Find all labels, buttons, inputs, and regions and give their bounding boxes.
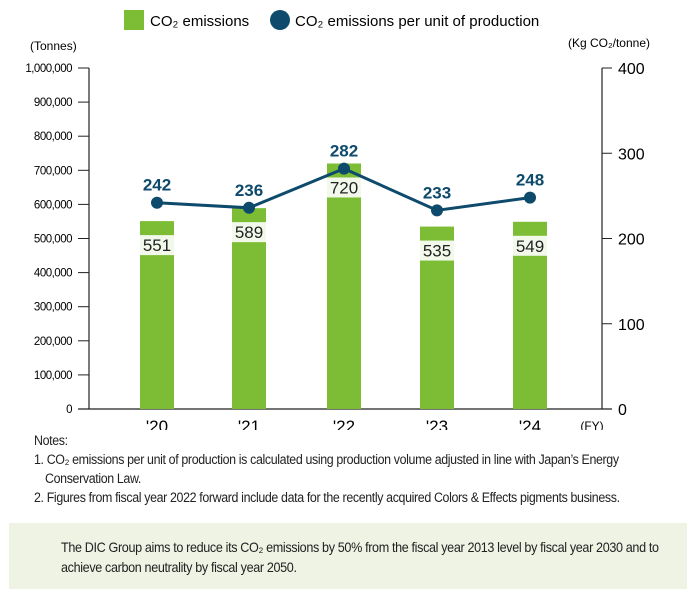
left-tick-label: 900,000	[34, 97, 72, 109]
callout-text: The DIC Group aims to reduce its CO₂ emi…	[61, 539, 659, 575]
note-2: 2. Figures from fiscal year 2022 forward…	[34, 490, 620, 505]
legend-bar-swatch	[124, 10, 144, 30]
x-tick-label: '22	[333, 417, 355, 430]
line-point	[338, 162, 350, 175]
right-tick-label: 0	[618, 402, 627, 419]
left-tick-label: 600,000	[34, 199, 72, 211]
left-tick-label: 0	[66, 404, 72, 416]
legend-bar-label: CO₂ emissions	[150, 13, 249, 30]
left-tick-label: 400,000	[34, 268, 72, 280]
left-tick-label: 100,000	[34, 370, 72, 382]
left-tick-label: 200,000	[34, 336, 72, 348]
x-tick-label: '20	[146, 417, 168, 430]
notes: Notes: 1. CO₂ emissions per unit of prod…	[34, 431, 691, 507]
bar-label-bg	[420, 240, 454, 261]
x-tick-label: '24	[519, 417, 541, 430]
bar-label-bg	[327, 177, 361, 198]
bar-value-label: 589	[235, 223, 263, 242]
left-tick-label: 700,000	[34, 165, 72, 177]
bar-value-label: 549	[516, 237, 544, 256]
x-tick-label: '21	[238, 417, 260, 430]
left-tick-label: 500,000	[34, 234, 72, 246]
line-value-label: 248	[516, 171, 544, 190]
line-point	[151, 196, 163, 209]
left-tick-label: 800,000	[34, 131, 72, 143]
bar-value-label: 720	[330, 178, 358, 197]
bar-value-label: 535	[423, 242, 451, 261]
right-tick-label: 400	[618, 61, 645, 78]
left-tick-label: 1,000,000	[25, 63, 72, 75]
right-axis-label: (Kg CO₂/tonne)	[568, 36, 650, 50]
note-1: 1. CO₂ emissions per unit of production …	[34, 452, 619, 467]
right-tick-label: 200	[618, 232, 645, 249]
notes-title: Notes:	[34, 433, 68, 448]
line-value-label: 236	[235, 181, 263, 200]
left-tick-label: 300,000	[34, 302, 72, 314]
line-value-label: 233	[423, 183, 451, 202]
line-point	[431, 204, 443, 217]
bar	[327, 163, 361, 409]
line-value-label: 282	[330, 142, 358, 161]
right-tick-label: 100	[618, 317, 645, 334]
bar-value-label: 551	[143, 236, 171, 255]
bar-label-bg	[513, 235, 547, 256]
right-tick-label: 300	[618, 146, 645, 163]
legend-line-marker	[270, 10, 290, 30]
note-1-cont: Conservation Law.	[45, 471, 141, 486]
bar-label-bg	[232, 222, 266, 243]
line-point	[524, 191, 536, 204]
x-unit-label: (FY)	[580, 419, 603, 430]
bar-label-bg	[140, 235, 174, 256]
co2-chart: CO₂ emissions CO₂ emissions per unit of p…	[25, 10, 650, 430]
x-tick-label: '23	[426, 417, 448, 430]
target-callout: The DIC Group aims to reduce its CO₂ emi…	[9, 523, 687, 589]
line-value-label: 242	[143, 176, 171, 195]
line-point	[243, 201, 255, 214]
legend-line-label: CO₂ emissions per unit of production	[295, 13, 539, 30]
left-axis-label: (Tonnes)	[30, 39, 77, 53]
